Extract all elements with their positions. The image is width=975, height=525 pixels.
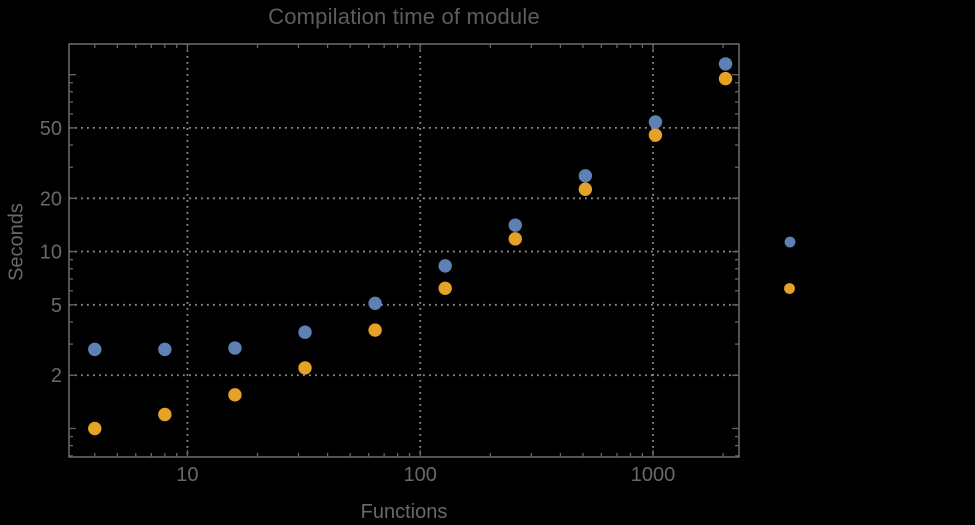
data-point-series-2 — [368, 323, 382, 337]
y-tick-label: 20 — [40, 188, 62, 210]
data-point-series-2 — [298, 361, 312, 375]
legend-marker — [784, 236, 796, 248]
legend-marker — [784, 283, 795, 294]
y-tick-label: 10 — [40, 242, 62, 264]
chart-title: Compilation time of module — [268, 4, 540, 29]
data-point-series-1 — [718, 57, 733, 71]
x-tick-label: 10 — [176, 464, 198, 486]
y-tick-label: 5 — [51, 295, 62, 317]
data-point-series-1 — [648, 115, 663, 129]
data-point-series-2 — [648, 128, 663, 142]
x-tick-label: 100 — [404, 464, 437, 486]
data-point-series-2 — [718, 71, 733, 86]
data-point-series-2 — [228, 388, 242, 402]
data-point-series-1 — [508, 218, 522, 232]
x-axis-label: Functions — [360, 501, 448, 523]
data-point-series-1 — [228, 341, 242, 355]
plot-frame — [68, 43, 740, 458]
data-point-series-2 — [508, 232, 522, 246]
y-tick-label: 50 — [40, 118, 62, 140]
data-point-series-2 — [438, 281, 452, 295]
data-point-series-1 — [158, 342, 172, 357]
data-point-series-1 — [578, 169, 593, 183]
data-point-series-1 — [298, 325, 312, 339]
x-tick-label: 1000 — [631, 464, 676, 486]
data-point-series-2 — [578, 182, 593, 196]
data-point-series-1 — [368, 296, 382, 311]
y-tick-label: 2 — [51, 365, 62, 387]
data-point-series-2 — [158, 407, 172, 422]
data-point-series-2 — [88, 421, 102, 436]
data-point-series-1 — [88, 342, 102, 357]
data-point-series-1 — [438, 259, 452, 273]
